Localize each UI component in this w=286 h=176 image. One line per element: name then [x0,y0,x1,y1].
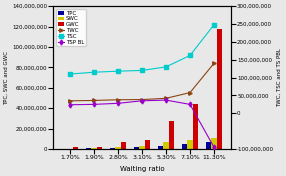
Bar [97,147,102,149]
Bar [139,146,145,149]
TSP BL [164,99,168,101]
TSC [212,24,216,26]
TWC [116,99,120,101]
Line: TSC: TSC [68,23,216,76]
TWC [188,92,192,94]
TSP BL [212,146,216,148]
Bar [115,147,121,149]
Bar [86,148,91,149]
Legend: TPC, SWC, GWC, TWC, TSC, TSP BL: TPC, SWC, GWC, TWC, TSC, TSP BL [56,9,86,46]
TSC [164,66,168,68]
TSC [68,73,72,75]
Y-axis label: TWC, TSC and TS PBL: TWC, TSC and TS PBL [277,48,282,107]
Bar [206,142,211,149]
Bar [121,142,126,149]
Bar [110,148,115,149]
TSP BL [116,102,120,104]
TWC [140,99,144,101]
TSP BL [68,104,72,106]
TSP BL [140,100,144,102]
X-axis label: Waiting ratio: Waiting ratio [120,166,164,172]
Bar [158,146,163,149]
TWC [92,99,96,102]
Bar [193,104,198,149]
Bar [182,144,187,149]
TSP BL [188,103,192,105]
TSC [92,71,96,73]
Bar [163,142,169,149]
TWC [212,62,216,64]
Bar [169,121,174,149]
Bar [145,140,150,149]
Bar [73,147,78,149]
Line: TSP BL: TSP BL [68,98,216,149]
Y-axis label: TPC, SWC and GWC: TPC, SWC and GWC [4,51,9,105]
TWC [68,100,72,102]
TWC [164,97,168,99]
TSC [140,69,144,71]
TSC [188,54,192,56]
Bar [217,29,222,149]
Bar [187,140,193,149]
TSP BL [92,103,96,105]
Bar [211,138,217,149]
Bar [134,147,139,149]
TSC [116,70,120,72]
Line: TWC: TWC [68,62,216,103]
Bar [91,148,97,149]
